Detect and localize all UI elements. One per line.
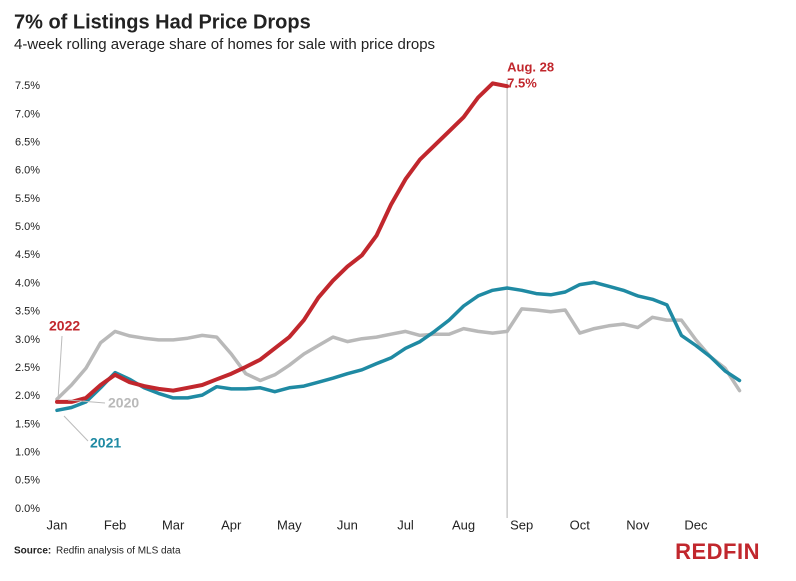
brand-logo: REDFIN [675,539,760,564]
annotation-value: 7.5% [507,75,537,90]
x-tick-label: Dec [684,517,708,532]
y-tick-label: 3.0% [15,334,40,346]
y-tick-label: 0.0% [15,503,40,515]
x-tick-label: Feb [104,517,126,532]
y-tick-label: 2.0% [15,390,40,402]
x-tick-label: Jan [47,517,68,532]
y-tick-label: 3.5% [15,306,40,318]
x-tick-label: Nov [626,517,650,532]
series-label: 2021 [90,435,121,451]
y-tick-label: 6.5% [15,136,40,148]
label-leader [67,399,106,404]
x-tick-label: Mar [162,517,185,532]
y-tick-label: 7.5% [15,80,40,92]
series-line [55,280,742,413]
x-tick-label: Oct [570,517,591,532]
y-tick-label: 4.5% [15,249,40,261]
annotation-label: Aug. 28 [507,59,554,74]
x-tick-label: Jun [337,517,358,532]
y-tick-label: 5.0% [15,221,40,233]
y-tick-label: 5.5% [15,193,40,205]
x-tick-label: Sep [510,517,533,532]
chart-title: 7% of Listings Had Price Drops [14,11,311,33]
y-tick-label: 2.5% [15,362,40,374]
y-tick-label: 7.0% [15,108,40,120]
y-tick-label: 0.5% [15,475,40,487]
x-tick-label: Apr [221,517,242,532]
source-label: Source: [14,546,51,557]
x-tick-label: May [277,517,302,532]
label-leader [63,415,89,442]
y-tick-label: 4.0% [15,277,40,289]
y-tick-label: 6.0% [15,165,40,177]
series-label: 2020 [108,395,139,411]
series-label: 2022 [49,318,80,334]
x-tick-label: Aug [452,517,475,532]
source: Redfin analysis of MLS data [56,546,181,557]
label-leader [57,335,63,401]
x-tick-label: Jul [397,517,414,532]
y-tick-label: 1.5% [15,418,40,430]
chart-subtitle: 4-week rolling average share of homes fo… [14,36,435,53]
series-line [55,81,510,404]
series-line [55,307,742,401]
y-tick-label: 1.0% [15,447,40,459]
